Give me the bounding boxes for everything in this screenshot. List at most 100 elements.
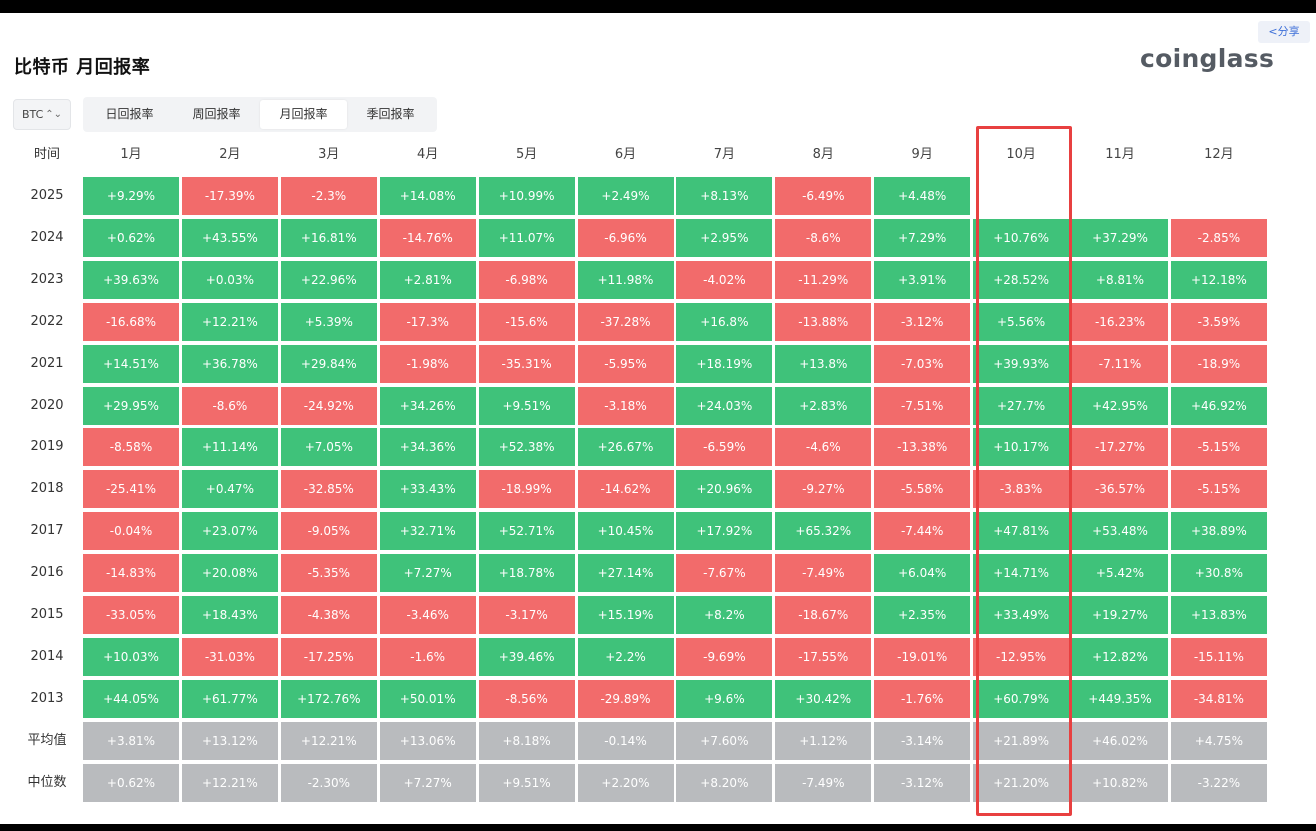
return-cell: +39.93%	[973, 344, 1070, 383]
month-header: 3月	[318, 147, 340, 162]
return-cell: -14.83%	[83, 554, 179, 593]
return-cell: -1.76%	[874, 679, 971, 718]
return-cell: -18.9%	[1170, 344, 1267, 383]
return-cell: -17.39%	[181, 177, 278, 215]
return-cell: +14.71%	[973, 554, 1070, 593]
median-cell: +12.21%	[181, 763, 278, 802]
return-cell: -3.46%	[379, 596, 476, 634]
chevron-updown-icon: ⌃⌄	[45, 109, 62, 120]
return-cell: +46.92%	[1170, 386, 1267, 425]
return-cell: -4.6%	[775, 428, 872, 467]
return-cell: +7.27%	[379, 554, 476, 593]
median-cell: +7.27%	[379, 763, 476, 802]
return-cell: +5.39%	[280, 302, 377, 341]
return-cell: +17.92%	[676, 512, 773, 551]
return-cell: +15.19%	[577, 596, 674, 634]
return-cell: +18.78%	[478, 554, 575, 593]
share-button[interactable]: <分享	[1258, 21, 1310, 43]
return-cell: +11.07%	[478, 218, 575, 257]
return-cell: -7.49%	[775, 554, 872, 593]
return-cell: -2.85%	[1170, 218, 1267, 257]
period-tabs: 日回报率 周回报率 月回报率 季回报率	[83, 97, 437, 132]
year-label: 2021	[30, 355, 64, 371]
return-cell: +33.49%	[973, 596, 1070, 634]
average-cell: +4.75%	[1170, 721, 1267, 760]
return-cell: +16.81%	[280, 218, 377, 257]
return-cell: +2.81%	[379, 260, 476, 299]
asset-select[interactable]: BTC ⌃⌄	[13, 99, 71, 130]
return-cell: +0.03%	[181, 260, 278, 299]
return-cell: +13.8%	[775, 344, 872, 383]
year-label: 2013	[30, 690, 64, 706]
return-cell: +14.08%	[379, 177, 476, 215]
return-cell: +19.27%	[1072, 596, 1168, 634]
return-cell: +9.51%	[478, 386, 575, 425]
return-cell: -3.17%	[478, 596, 575, 634]
return-cell: +2.83%	[775, 386, 872, 425]
return-cell: +23.07%	[181, 512, 278, 551]
return-cell: +39.46%	[478, 637, 575, 676]
year-label: 2018	[30, 481, 64, 497]
month-header: 9月	[911, 147, 933, 162]
return-cell: -3.83%	[973, 470, 1070, 509]
return-cell: +37.29%	[1072, 218, 1168, 257]
average-cell: +1.12%	[775, 721, 872, 760]
return-cell: +30.8%	[1170, 554, 1267, 593]
return-cell: -5.95%	[577, 344, 674, 383]
return-cell: -14.76%	[379, 218, 476, 257]
return-cell: +29.84%	[280, 344, 377, 383]
return-cell: +9.6%	[676, 679, 773, 718]
return-cell: +10.45%	[577, 512, 674, 551]
return-cell: -7.67%	[676, 554, 773, 593]
return-cell: +2.35%	[874, 596, 971, 634]
return-cell: -13.38%	[874, 428, 971, 467]
return-cell: +6.04%	[874, 554, 971, 593]
return-cell: +24.03%	[676, 386, 773, 425]
tab-monthly[interactable]: 月回报率	[260, 100, 347, 129]
return-cell: +34.36%	[379, 428, 476, 467]
month-header: 6月	[614, 147, 637, 162]
return-cell: +50.01%	[379, 679, 476, 718]
return-cell: -14.62%	[577, 470, 674, 509]
return-cell: +53.48%	[1072, 512, 1168, 551]
return-cell: -8.56%	[478, 679, 575, 718]
return-cell: -25.41%	[83, 470, 179, 509]
return-cell: -36.57%	[1072, 470, 1168, 509]
tab-quarterly[interactable]: 季回报率	[366, 107, 415, 121]
return-cell: -17.3%	[379, 302, 476, 341]
return-cell: +29.95%	[83, 386, 179, 425]
return-cell: +3.91%	[874, 260, 971, 299]
return-cell: -17.55%	[775, 637, 872, 676]
return-cell: +12.82%	[1072, 637, 1168, 676]
tab-weekly[interactable]: 周回报率	[192, 107, 241, 121]
return-cell: +32.71%	[379, 512, 476, 551]
return-cell: +39.63%	[83, 260, 179, 299]
return-cell: -1.6%	[379, 637, 476, 676]
return-cell: +36.78%	[181, 344, 278, 383]
median-cell: -3.22%	[1170, 763, 1267, 802]
return-cell: -37.28%	[577, 302, 674, 341]
return-cell: -9.05%	[280, 512, 377, 551]
median-cell: -2.30%	[280, 763, 377, 802]
month-header: 1月	[120, 147, 142, 162]
median-label: 中位数	[27, 774, 67, 790]
return-cell: +60.79%	[973, 679, 1070, 718]
return-cell: +16.8%	[676, 302, 773, 341]
return-cell: +4.48%	[874, 177, 971, 215]
tab-daily[interactable]: 日回报率	[105, 107, 154, 121]
return-cell: -18.67%	[775, 596, 872, 634]
month-header: 7月	[713, 147, 736, 162]
year-label: 2019	[30, 439, 64, 455]
return-cell: +28.52%	[973, 260, 1070, 299]
return-cell: +42.95%	[1072, 386, 1168, 425]
return-cell: +2.2%	[577, 637, 674, 676]
return-cell: -16.68%	[83, 302, 179, 341]
median-cell: +9.51%	[478, 763, 575, 802]
month-header: 11月	[1105, 147, 1135, 162]
return-cell: +10.03%	[83, 637, 179, 676]
return-cell: +22.96%	[280, 260, 377, 299]
return-cell: +65.32%	[775, 512, 872, 551]
coinglass-logo: coinglass	[1140, 44, 1275, 73]
average-cell: -0.14%	[577, 721, 674, 760]
